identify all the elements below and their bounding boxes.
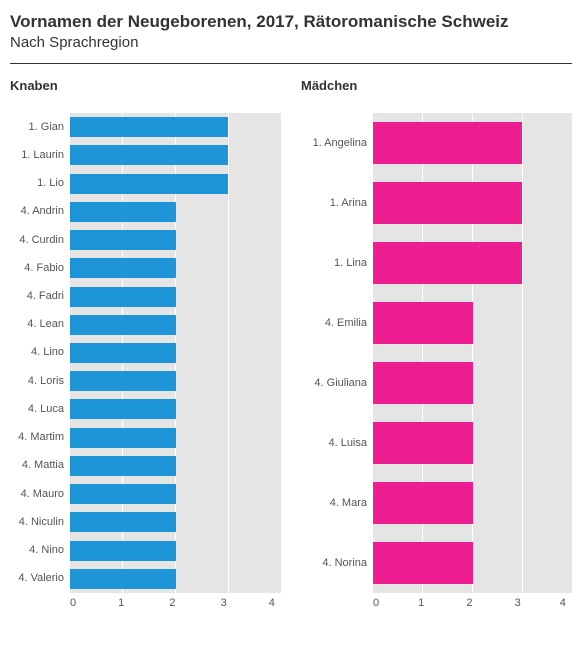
bar xyxy=(70,541,176,561)
x-tick: 1 xyxy=(118,597,124,609)
chart-subtitle: Nach Sprachregion xyxy=(10,34,572,51)
bar xyxy=(70,512,176,532)
bar-label: 4. Curdin xyxy=(10,235,64,246)
bar-label: 4. Nino xyxy=(10,545,64,556)
bar-label: 4. Luisa xyxy=(301,438,367,449)
bar-row xyxy=(373,302,572,344)
bar-label: 1. Angelina xyxy=(301,138,367,149)
bar-row xyxy=(70,456,281,476)
bar-label: 4. Valerio xyxy=(10,573,64,584)
bar-label: 1. Lina xyxy=(301,258,367,269)
bar-label: 4. Lean xyxy=(10,319,64,330)
x-tick: 2 xyxy=(169,597,175,609)
bar-label: 4. Martim xyxy=(10,432,64,443)
bar-row xyxy=(70,202,281,222)
bar-label: 4. Mattia xyxy=(10,460,64,471)
bar-row xyxy=(70,428,281,448)
chart-section-title: Knaben xyxy=(10,78,281,93)
bar-row xyxy=(373,542,572,584)
chart-section-title: Mädchen xyxy=(301,78,572,93)
bar xyxy=(373,422,473,464)
bar-label: 4. Loris xyxy=(10,376,64,387)
bar-label: 4. Norina xyxy=(301,558,367,569)
bar xyxy=(70,287,176,307)
bar-row xyxy=(373,182,572,224)
bar-row xyxy=(373,122,572,164)
bar xyxy=(70,456,176,476)
x-tick: 4 xyxy=(269,597,275,609)
x-axis: 0 1 2 3 4 xyxy=(70,597,281,609)
x-tick: 4 xyxy=(560,597,566,609)
bar-row xyxy=(70,371,281,391)
bar-row xyxy=(70,258,281,278)
bar-label: 1. Gian xyxy=(10,122,64,133)
bar xyxy=(373,302,473,344)
bar-label: 4. Mauro xyxy=(10,489,64,500)
divider xyxy=(10,63,572,64)
bar xyxy=(70,258,176,278)
x-tick: 0 xyxy=(70,597,76,609)
bar xyxy=(70,174,228,194)
bar-label: 1. Lio xyxy=(10,178,64,189)
bar-label: 1. Arina xyxy=(301,198,367,209)
x-tick: 1 xyxy=(418,597,424,609)
bar-label: 4. Andrin xyxy=(10,206,64,217)
bar-label: 4. Mara xyxy=(301,498,367,509)
bar xyxy=(70,145,228,165)
bar-row xyxy=(373,362,572,404)
bar xyxy=(70,399,176,419)
bar xyxy=(373,182,522,224)
bar xyxy=(70,202,176,222)
bar-row xyxy=(70,399,281,419)
bar xyxy=(70,371,176,391)
chart-title: Vornamen der Neugeborenen, 2017, Rätorom… xyxy=(10,12,572,32)
bar xyxy=(70,117,228,137)
bar-row xyxy=(70,512,281,532)
bar-label: 4. Emilia xyxy=(301,318,367,329)
bar-row xyxy=(70,569,281,589)
bar-row xyxy=(70,117,281,137)
bar-row xyxy=(70,541,281,561)
bar-row xyxy=(373,482,572,524)
bar-row xyxy=(373,422,572,464)
bar xyxy=(373,362,473,404)
bar xyxy=(373,542,473,584)
bar xyxy=(373,122,522,164)
bar-row xyxy=(70,484,281,504)
bar-row xyxy=(70,287,281,307)
bar-row xyxy=(70,230,281,250)
bar xyxy=(70,343,176,363)
bar-label: 4. Lino xyxy=(10,347,64,358)
bar-label: 4. Fabio xyxy=(10,263,64,274)
chart-boys: Knaben 1. Gian 1. Laurin 1. Lio 4. Andrin 4. … xyxy=(10,78,281,609)
bar xyxy=(70,428,176,448)
bar xyxy=(70,315,176,335)
bar-label: 4. Luca xyxy=(10,404,64,415)
x-axis: 0 1 2 3 4 xyxy=(373,597,572,609)
x-tick: 0 xyxy=(373,597,379,609)
bar-row xyxy=(70,174,281,194)
bar-label: 4. Niculin xyxy=(10,517,64,528)
bar-label: 4. Giuliana xyxy=(301,378,367,389)
bar-row xyxy=(373,242,572,284)
bar-label: 4. Fadri xyxy=(10,291,64,302)
bar xyxy=(373,242,522,284)
charts-container: Knaben 1. Gian 1. Laurin 1. Lio 4. Andrin 4. … xyxy=(10,78,572,609)
x-tick: 3 xyxy=(515,597,521,609)
bar-row xyxy=(70,315,281,335)
bar-row xyxy=(70,145,281,165)
x-tick: 3 xyxy=(221,597,227,609)
chart-girls: Mädchen 1. Angelina 1. Arina 1. Lina 4. Emil… xyxy=(301,78,572,609)
x-tick: 2 xyxy=(466,597,472,609)
bar xyxy=(70,569,176,589)
bar-label: 1. Laurin xyxy=(10,150,64,161)
bar xyxy=(373,482,473,524)
bar xyxy=(70,230,176,250)
bar-row xyxy=(70,343,281,363)
bar xyxy=(70,484,176,504)
